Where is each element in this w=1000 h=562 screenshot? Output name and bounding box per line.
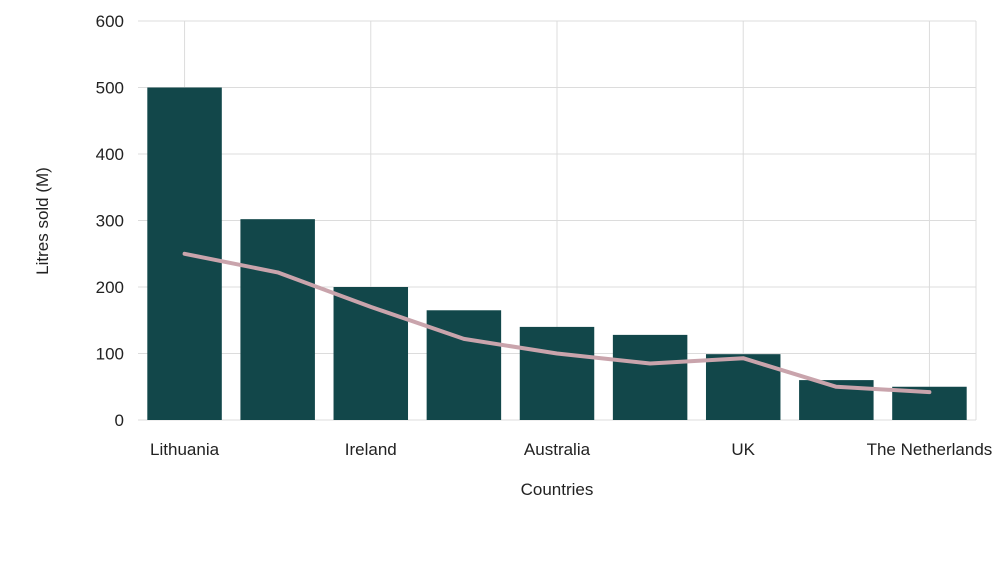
bar [333,287,409,420]
y-axis-ticks: 0 100 200 300 400 500 600 [96,12,124,430]
bar [519,326,595,420]
x-tick-label: Australia [524,440,591,459]
trend-line [182,251,932,395]
x-axis-ticks: Lithuania Ireland Australia UK The Netherlan… [150,440,992,459]
y-tick-label: 500 [96,79,124,98]
x-axis-title: Countries [521,480,594,499]
x-tick-label: UK [731,440,755,459]
y-tick-label: 100 [96,345,124,364]
y-tick-label: 200 [96,278,124,297]
y-tick-label: 300 [96,212,124,231]
bar [612,334,688,420]
y-tick-label: 600 [96,12,124,31]
bar [705,354,781,420]
y-tick-label: 400 [96,145,124,164]
bar [426,310,502,420]
x-tick-label: Ireland [345,440,397,459]
x-tick-label: The Netherlands [867,440,993,459]
x-tick-label: Lithuania [150,440,220,459]
bar-series [147,87,967,420]
y-axis-title: Litres sold (M) [33,167,52,275]
bar [240,219,315,420]
y-tick-label: 0 [115,411,124,430]
